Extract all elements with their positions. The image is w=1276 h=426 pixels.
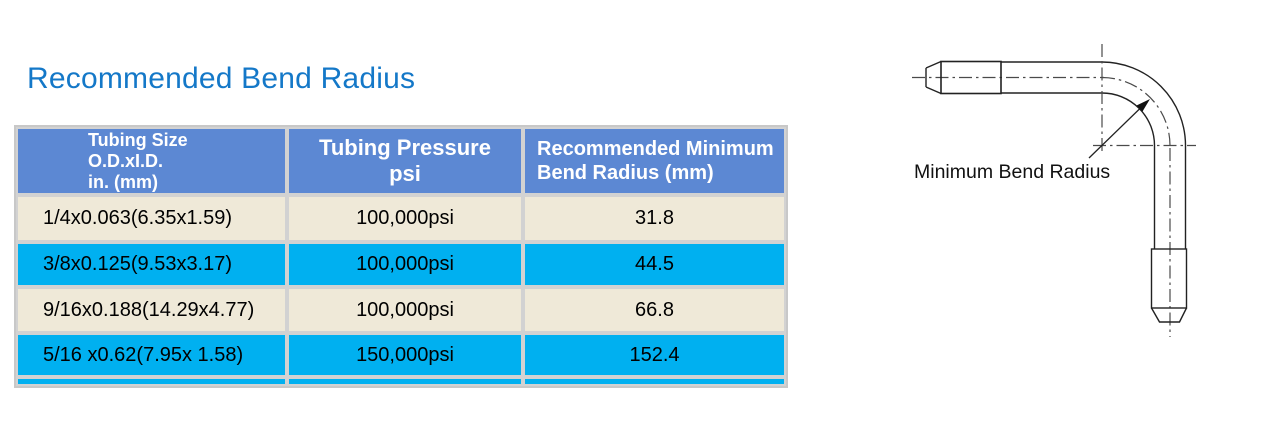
clipped-row-sliver <box>289 379 521 384</box>
tube-outer-wall <box>1001 61 1187 249</box>
table-cell-radius: 44.5 <box>525 244 784 285</box>
min-bend-radius-label: Minimum Bend Radius <box>914 161 1110 183</box>
header-line: O.D.xI.D. <box>88 150 164 171</box>
bend-radius-diagram: Minimum Bend Radius <box>912 44 1196 337</box>
bottom-fitting-nose <box>1150 307 1188 323</box>
clipped-row-sliver <box>18 379 285 384</box>
tube-inner-wall <box>1001 92 1156 249</box>
table-cell-size: 5/16 x0.62(7.95x 1.58) <box>18 335 285 375</box>
column-header-tubing-size: Tubing Size O.D.xI.D. in. (mm) <box>18 129 285 193</box>
bottom-fitting-body <box>1150 248 1188 309</box>
column-header-min-bend-radius: Recommended Minimum Bend Radius (mm) <box>525 129 784 193</box>
header-line: in. (mm) <box>88 171 158 192</box>
header-line: Bend Radius (mm) <box>537 162 714 184</box>
table-cell-pressure: 100,000psi <box>289 244 521 285</box>
column-header-tubing-pressure: Tubing Pressure psi <box>289 129 521 193</box>
header-line: Tubing Pressure <box>319 135 491 160</box>
radius-arrow-line <box>1088 107 1142 159</box>
left-fitting-body <box>940 60 1002 95</box>
clipped-row-sliver <box>525 379 784 384</box>
page-title: Recommended Bend Radius <box>27 62 416 95</box>
table-cell-size: 9/16x0.188(14.29x4.77) <box>18 289 285 331</box>
bend-centerline-arc <box>1101 76 1171 146</box>
table-cell-pressure: 150,000psi <box>289 335 521 375</box>
header-line: Tubing Size <box>88 129 188 150</box>
left-fitting-nose <box>925 60 942 95</box>
table-cell-pressure: 100,000psi <box>289 197 521 240</box>
radius-arrowhead <box>1136 99 1150 112</box>
header-line: Recommended Minimum <box>537 138 774 160</box>
bend-radius-table: Tubing Size O.D.xI.D. in. (mm) Tubing Pr… <box>14 125 788 388</box>
table-cell-radius: 31.8 <box>525 197 784 240</box>
header-line: psi <box>389 161 421 186</box>
table-cell-size: 3/8x0.125(9.53x3.17) <box>18 244 285 285</box>
table-cell-pressure: 100,000psi <box>289 289 521 331</box>
table-cell-radius: 152.4 <box>525 335 784 375</box>
bend-radius-table-grid: Tubing Size O.D.xI.D. in. (mm) Tubing Pr… <box>18 129 784 384</box>
table-cell-radius: 66.8 <box>525 289 784 331</box>
table-cell-size: 1/4x0.063(6.35x1.59) <box>18 197 285 240</box>
